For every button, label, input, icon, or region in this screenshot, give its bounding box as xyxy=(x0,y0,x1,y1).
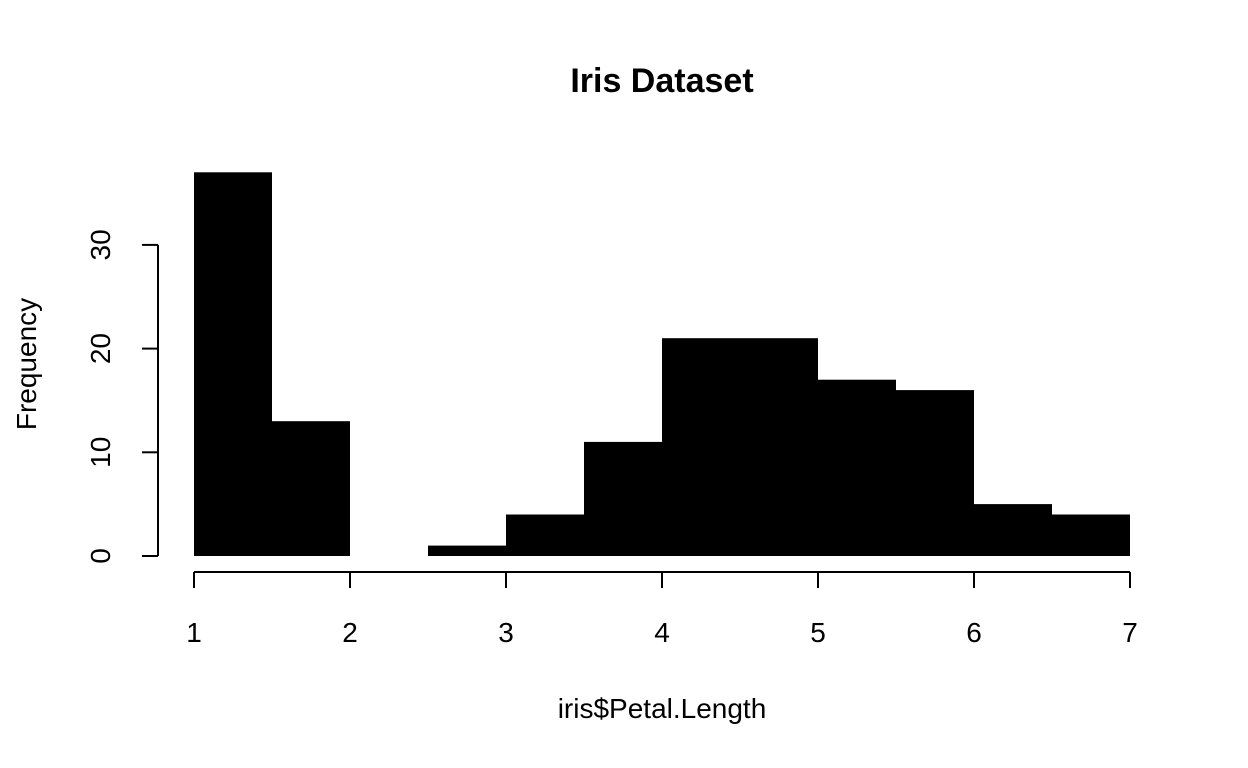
histogram-bar-0 xyxy=(194,172,272,557)
histogram-bar-11 xyxy=(1052,514,1130,556)
x-tick-label: 2 xyxy=(342,617,358,648)
histogram-bar-3 xyxy=(428,545,506,556)
x-tick-label: 7 xyxy=(1122,617,1138,648)
y-tick-label: 10 xyxy=(85,437,116,468)
x-tick-label: 3 xyxy=(498,617,514,648)
x-axis: 1 2 3 4 5 6 7 xyxy=(186,571,1138,648)
y-tick-label: 30 xyxy=(85,229,116,260)
histogram-bar-5 xyxy=(584,441,662,556)
histogram-bar-6 xyxy=(662,338,740,556)
histogram-bar-8 xyxy=(818,379,896,556)
y-tick-label: 20 xyxy=(85,333,116,364)
x-tick-label: 5 xyxy=(810,617,826,648)
x-tick-label: 1 xyxy=(186,617,202,648)
bars-group xyxy=(194,172,1130,557)
histogram-bar-4 xyxy=(506,514,584,556)
histogram-bar-7 xyxy=(740,338,818,556)
y-axis-label: Frequency xyxy=(11,298,42,430)
x-tick-label: 6 xyxy=(966,617,982,648)
x-axis-label: iris$Petal.Length xyxy=(558,693,767,724)
histogram-bar-1 xyxy=(272,421,350,556)
y-axis: 0 10 20 30 xyxy=(85,229,159,564)
histogram-bar-9 xyxy=(896,390,974,556)
y-tick-label: 0 xyxy=(85,548,116,564)
histogram-bar-10 xyxy=(974,504,1052,556)
chart-title: Iris Dataset xyxy=(570,62,753,100)
x-tick-label: 4 xyxy=(654,617,670,648)
